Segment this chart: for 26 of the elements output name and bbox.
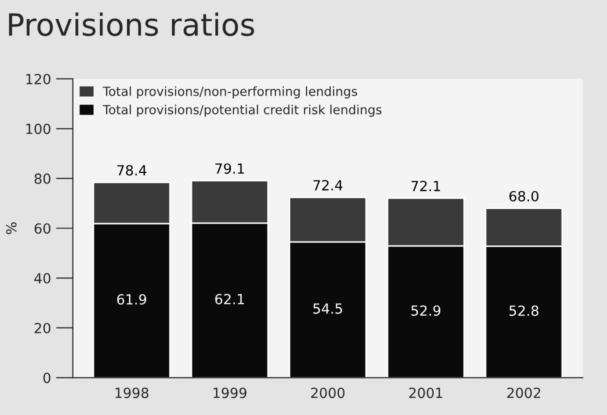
total-label: 79.1 (215, 163, 244, 174)
data-label: 61.9 (117, 294, 146, 305)
total-label: 72.4 (313, 180, 342, 190)
y-tick-label: 20 (34, 322, 50, 334)
y-tick-label: 40 (34, 273, 50, 284)
y-tick-label: 120 (26, 74, 50, 84)
legend-label: Total provisions/non-performing lendings (102, 86, 358, 98)
y-tick-label: 100 (26, 124, 50, 134)
x-tick-label: 2001 (409, 388, 442, 398)
chart-title: Provisions ratios (9, 12, 254, 36)
total-label: 68.0 (509, 190, 538, 202)
x-tick-label: 1999 (214, 388, 246, 398)
total-label: 72.1 (412, 180, 440, 192)
x-tick-label: 1998 (116, 388, 148, 398)
total-label: 78.4 (117, 165, 146, 176)
x-tick-label: 2002 (507, 388, 540, 398)
y-tick-label: 80 (34, 173, 50, 184)
data-label: 52.9 (411, 305, 440, 316)
x-tick-label: 2000 (311, 388, 345, 398)
data-label: 54.5 (313, 304, 342, 314)
data-label: 52.8 (509, 305, 538, 316)
y-tick-label: 0 (43, 372, 50, 384)
data-label: 62.1 (215, 294, 244, 304)
legend-label: Total provisions/potential credit risk lendings (102, 104, 382, 117)
y-axis-title: % (6, 222, 17, 234)
y-tick-label: 60 (34, 223, 50, 234)
